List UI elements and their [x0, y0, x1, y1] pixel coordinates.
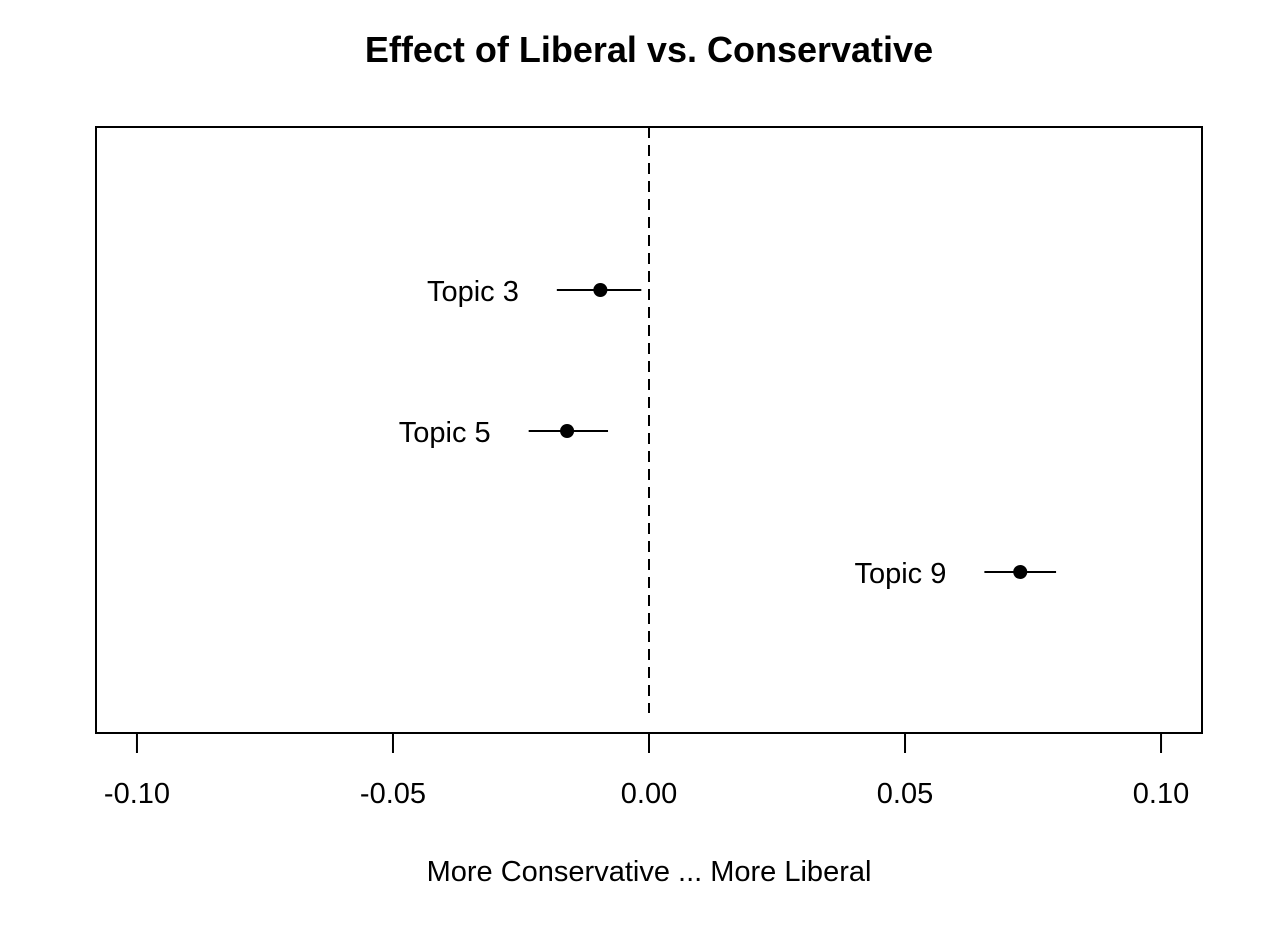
x-tick-label: -0.05: [360, 778, 426, 810]
x-axis: -0.10 -0.05 0.00 0.05 0.10: [104, 732, 1189, 810]
point-estimate: [560, 424, 575, 438]
chart-title: Effect of Liberal vs. Conservative: [365, 29, 933, 70]
x-tick-label: -0.10: [104, 778, 170, 810]
x-tick-label: 0.00: [621, 778, 677, 810]
point-label: Topic 3: [427, 276, 519, 308]
point-estimate: [593, 283, 608, 297]
point-estimate: [1013, 565, 1028, 579]
x-tick-label: 0.05: [877, 778, 933, 810]
estimates: Topic 3 Topic 5 Topic 9: [399, 276, 1057, 590]
point-label: Topic 5: [399, 417, 491, 449]
point-label: Topic 9: [854, 558, 946, 590]
x-tick-label: 0.10: [1133, 778, 1189, 810]
x-axis-label: More Conservative ... More Liberal: [427, 856, 872, 888]
